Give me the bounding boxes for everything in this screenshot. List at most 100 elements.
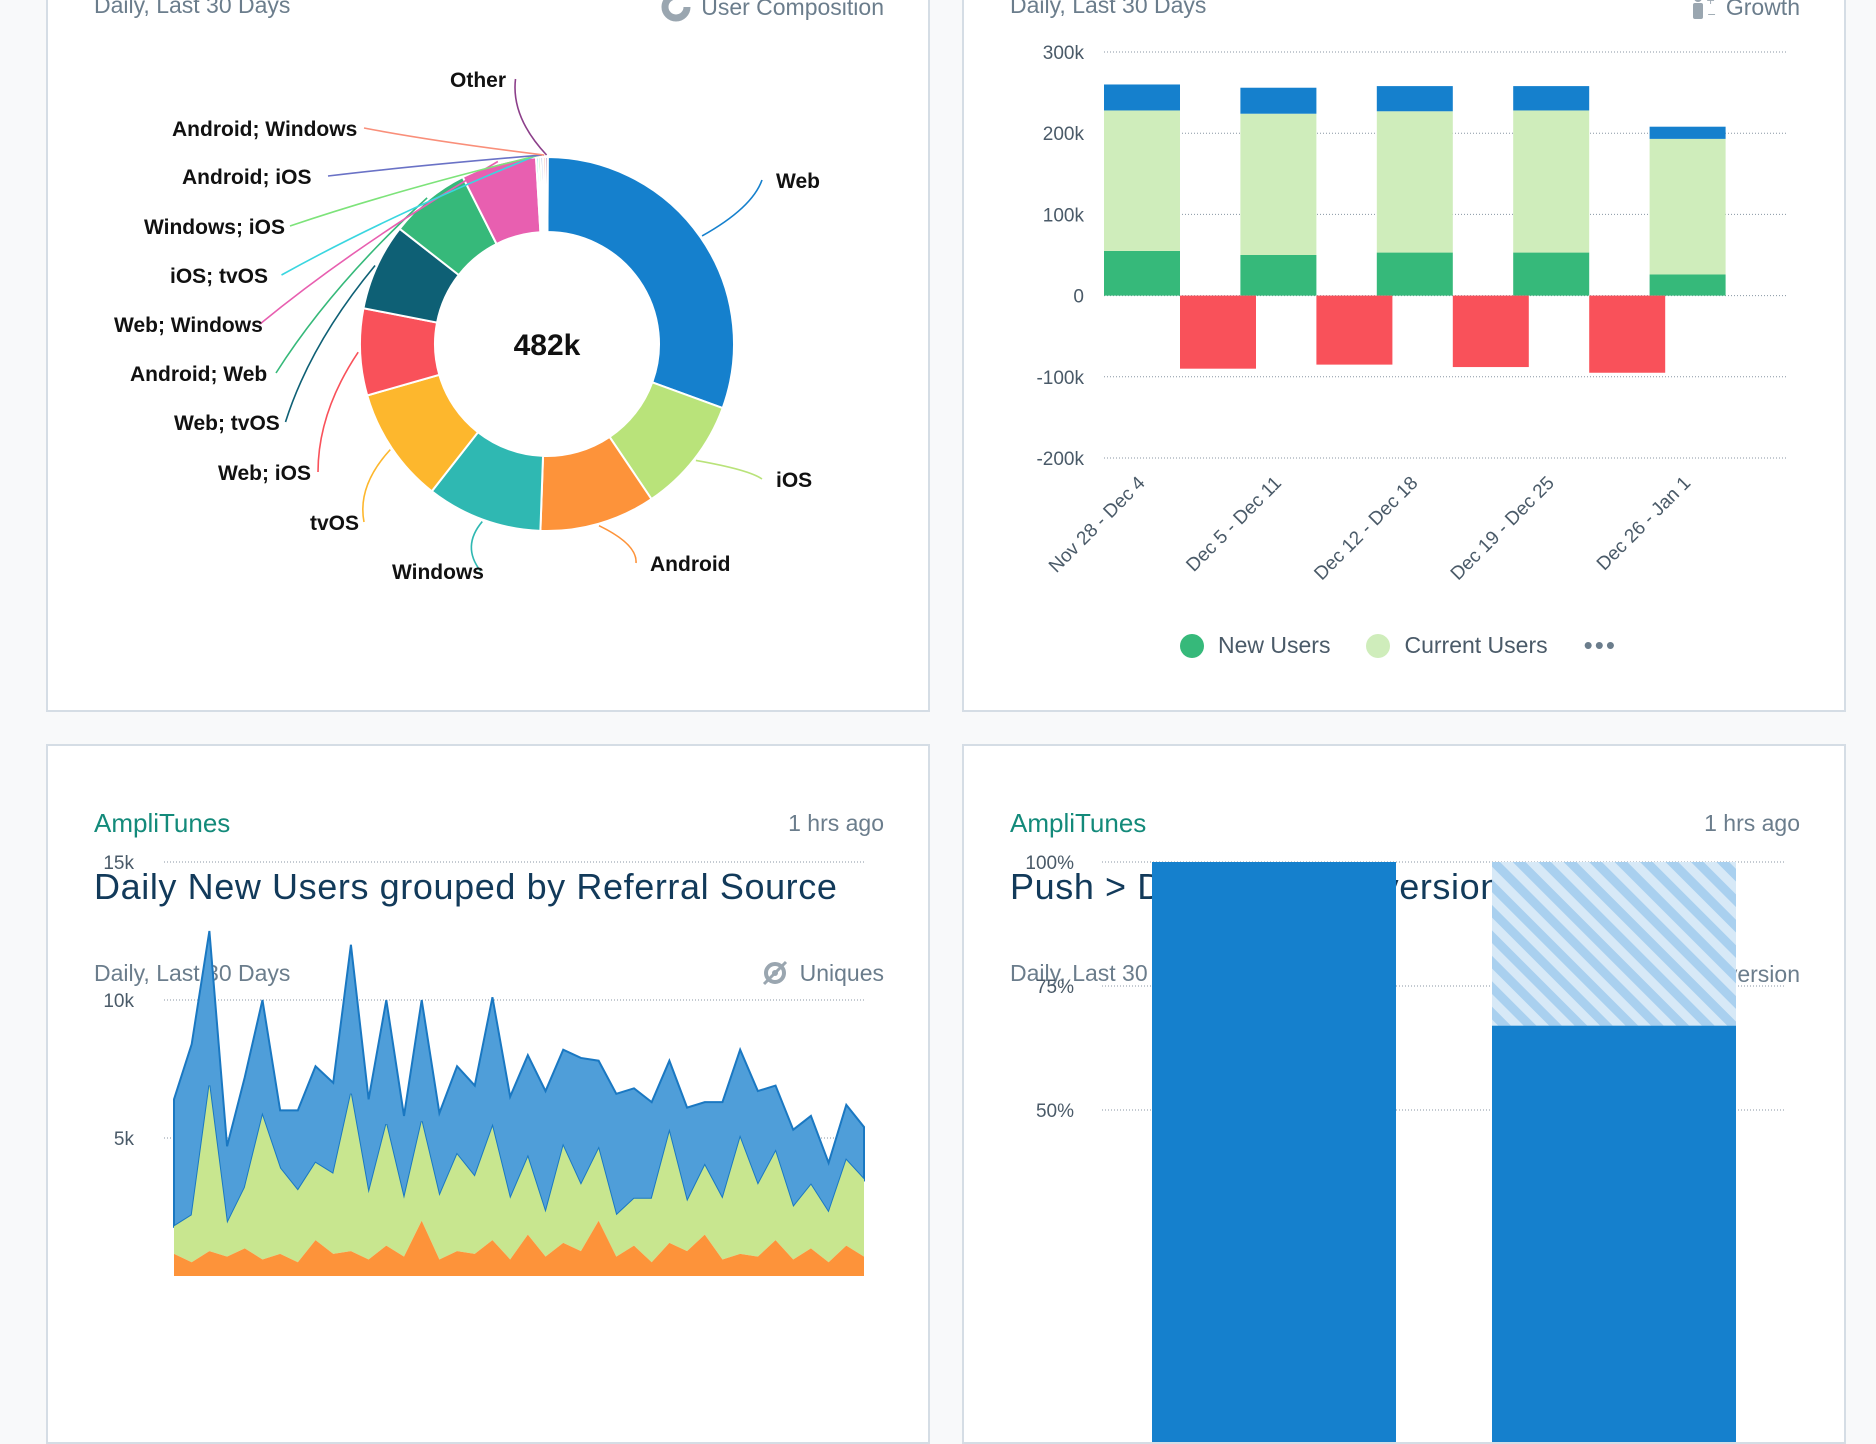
donut-label-ios[interactable]: iOS: [776, 469, 812, 492]
bar-new-users-5[interactable]: [1649, 274, 1726, 296]
bar-new-users-4[interactable]: [1513, 252, 1590, 296]
card-subtitle: Daily, Last 30 Days: [94, 960, 291, 986]
bar-dormant-2[interactable]: [1316, 295, 1393, 365]
donut-leader-web-windows: [259, 160, 499, 325]
updated-time: 1 hrs ago: [1704, 810, 1800, 836]
donut-leader-windows-ios: [289, 154, 540, 227]
donut-leader-android-ios: [327, 154, 542, 177]
y-tick-label: 15k: [103, 853, 134, 874]
donut-leader-ios: [695, 459, 763, 480]
bar-new-users-3[interactable]: [1376, 252, 1453, 296]
user-composition-card[interactable]: Daily, Last 30 Days User Composition Web…: [46, 0, 930, 712]
y-tick-label: -200k: [1036, 449, 1084, 470]
growth-person-icon: + −: [1692, 0, 1716, 21]
area-series-source-b[interactable]: [174, 1085, 864, 1263]
x-tick-label: Dec 26 - Jan 1: [1593, 473, 1695, 575]
bar-resurrected-4[interactable]: [1513, 86, 1590, 111]
bar-current-users-1[interactable]: [1104, 110, 1180, 251]
y-tick-label: 200k: [1043, 124, 1085, 145]
chart-title[interactable]: Daily New Users grouped by Referral Sour…: [94, 866, 838, 907]
donut-label-windows-ios[interactable]: Windows; iOS: [144, 216, 285, 239]
bar-new-users-2[interactable]: [1240, 255, 1317, 296]
card-subtitle: Daily, Last 30 Days: [1010, 0, 1207, 18]
donut-label-web-windows[interactable]: Web; Windows: [114, 314, 263, 337]
funnel-bar-chart[interactable]: 100% 75% 50%: [964, 746, 1846, 1444]
bar-current-users-4[interactable]: [1513, 110, 1590, 253]
bar-current-users-3[interactable]: [1376, 111, 1453, 253]
y-tick-label: 300k: [1043, 43, 1085, 64]
donut-leader-web: [701, 179, 763, 237]
donut-label-ios-tvos[interactable]: iOS; tvOS: [170, 265, 268, 288]
donut-label-web[interactable]: Web: [776, 170, 820, 193]
y-tick-label: 10k: [103, 991, 134, 1012]
project-name[interactable]: AmpliTunes: [94, 808, 231, 838]
y-tick-label: 100%: [1025, 853, 1074, 874]
chart-legend: New Users Current Users •••: [1180, 630, 1617, 661]
donut-label-web-tvos[interactable]: Web; tvOS: [174, 412, 280, 435]
referral-area-chart[interactable]: 15k 10k 5k: [48, 746, 930, 1444]
bar-dormant-3[interactable]: [1452, 295, 1529, 368]
y-tick-label: 0: [1073, 287, 1084, 308]
x-tick-label: Dec 12 - Dec 18: [1310, 473, 1422, 585]
svg-text:−: −: [1707, 8, 1716, 21]
y-tick-label: -100k: [1036, 368, 1084, 389]
x-tick-label: Dec 5 - Dec 11: [1182, 473, 1285, 576]
funnel-dropoff-download[interactable]: [1492, 862, 1736, 1026]
bar-current-users-2[interactable]: [1240, 113, 1317, 255]
donut-leader-ios-tvos: [281, 154, 538, 276]
funnel-bar-download[interactable]: [1492, 1025, 1736, 1444]
donut-leader-other: [514, 78, 548, 156]
donut-label-windows[interactable]: Windows: [392, 561, 484, 584]
svg-text:+: +: [1706, 0, 1715, 7]
referral-source-card[interactable]: AmpliTunes 1 hrs ago Daily New Users gro…: [46, 744, 930, 1444]
bar-resurrected-1[interactable]: [1104, 84, 1180, 111]
y-tick-label: 5k: [114, 1129, 135, 1150]
legend-swatch-current-users: [1366, 633, 1391, 658]
metric-text: Uniques: [799, 959, 884, 986]
donut-label-android-ios[interactable]: Android; iOS: [182, 166, 312, 189]
metric-text: Growth: [1725, 0, 1800, 20]
legend-label-current-users[interactable]: Current Users: [1404, 632, 1548, 658]
legend-swatch-new-users: [1180, 633, 1204, 658]
uniques-icon: [762, 960, 787, 986]
donut-slice-web[interactable]: [546, 155, 735, 410]
project-name[interactable]: AmpliTunes: [1010, 808, 1147, 838]
bar-resurrected-3[interactable]: [1376, 86, 1453, 112]
donut-leader-web-tvos: [284, 265, 376, 423]
y-tick-label: 50%: [1036, 1101, 1074, 1122]
donut-chart-icon: [661, 0, 691, 22]
growth-card[interactable]: Daily, Last 30 Days + − Growth 300k 200k 1…: [962, 0, 1846, 712]
updated-time: 1 hrs ago: [788, 810, 884, 836]
bar-resurrected-5[interactable]: [1649, 126, 1726, 139]
donut-center-total: 482k: [514, 329, 581, 362]
y-tick-label: 75%: [1036, 977, 1074, 998]
donut-label-android[interactable]: Android: [650, 553, 730, 576]
metric-label[interactable]: + − Growth: [1690, 0, 1800, 22]
legend-label-new-users[interactable]: New Users: [1218, 632, 1331, 658]
metric-text: User Composition: [701, 0, 884, 20]
metric-label[interactable]: Uniques: [760, 958, 884, 988]
donut-leader-tvos: [362, 449, 391, 523]
bar-resurrected-2[interactable]: [1240, 87, 1317, 114]
bar-new-users-1[interactable]: [1104, 250, 1180, 296]
bar-dormant-1[interactable]: [1180, 295, 1256, 369]
funnel-conversion-card[interactable]: AmpliTunes 1 hrs ago Push > Download Con…: [962, 744, 1846, 1444]
x-tick-label: Nov 28 - Dec 4: [1045, 472, 1150, 577]
donut-label-web-ios[interactable]: Web; iOS: [218, 462, 311, 485]
y-tick-label: 100k: [1043, 205, 1085, 226]
donut-label-android-windows[interactable]: Android; Windows: [172, 118, 357, 141]
donut-slice-other[interactable]: [544, 155, 549, 234]
bar-current-users-5[interactable]: [1649, 138, 1726, 275]
donut-leader-android: [598, 524, 637, 564]
donut-label-tvos[interactable]: tvOS: [310, 512, 359, 535]
donut-label-android-web[interactable]: Android; Web: [130, 363, 267, 386]
donut-label-other[interactable]: Other: [450, 69, 506, 92]
metric-label[interactable]: User Composition: [661, 0, 884, 22]
donut-leader-web-ios: [317, 351, 359, 473]
area-series-source-a[interactable]: [174, 1220, 864, 1276]
legend-more-button[interactable]: •••: [1583, 630, 1617, 660]
bar-dormant-4[interactable]: [1589, 295, 1666, 373]
funnel-bar-push[interactable]: [1152, 862, 1396, 1444]
donut-chart[interactable]: Web iOS Android Windows tvOS Web; iOS Web; tvO…: [48, 0, 930, 712]
